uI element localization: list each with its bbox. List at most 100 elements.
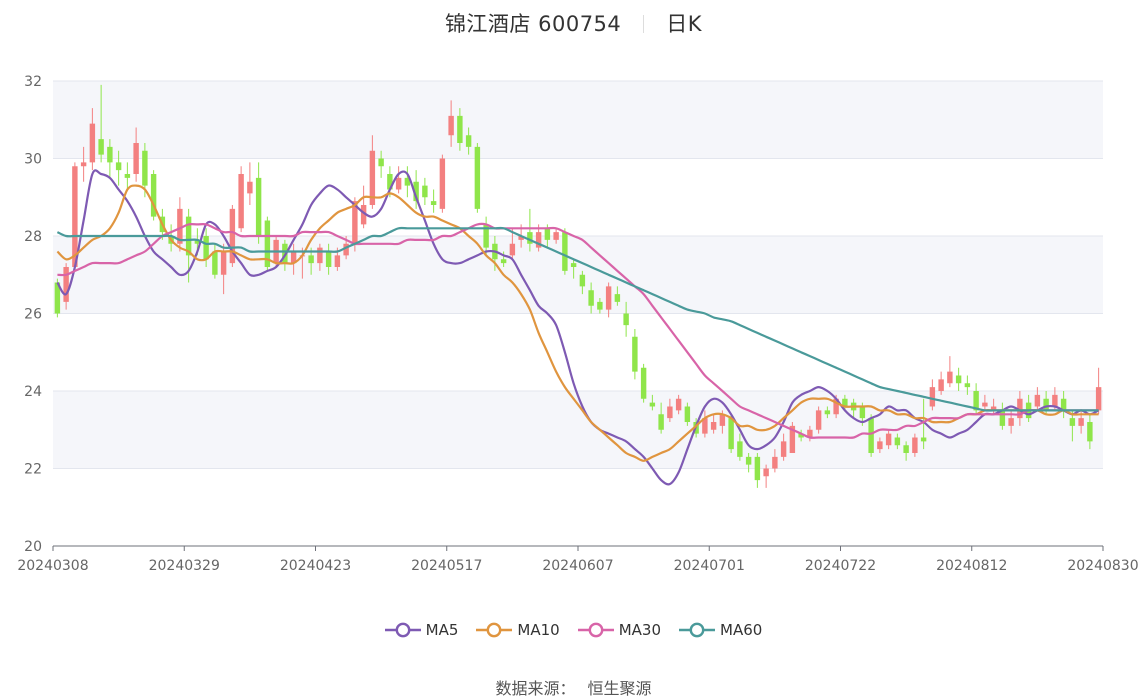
candle-body — [124, 174, 131, 178]
candle-body — [474, 146, 481, 209]
grid-band — [53, 236, 1103, 314]
candle-body — [238, 174, 244, 229]
candle-body — [667, 406, 673, 419]
candle-body — [1060, 398, 1067, 411]
candle-body — [964, 383, 971, 388]
candle-body — [535, 232, 542, 248]
candle-body — [264, 220, 271, 267]
candle-body — [632, 336, 638, 372]
candle-body — [483, 224, 489, 248]
candle-body — [325, 251, 332, 267]
period-label[interactable]: 日K — [666, 12, 703, 36]
line-ma30 — [57, 222, 1099, 439]
candle-body — [343, 243, 349, 256]
candle-body — [894, 437, 901, 446]
candle-body — [150, 174, 157, 217]
candle-body — [990, 406, 997, 411]
legend-label: MA60 — [720, 621, 763, 639]
legend-marker-icon — [577, 622, 614, 638]
x-tick-label: 20240722 — [805, 558, 876, 574]
legend-marker-icon — [384, 622, 421, 638]
candle-body — [588, 290, 594, 306]
candle-body — [579, 274, 586, 287]
candle-body — [422, 185, 428, 198]
candle-body — [115, 162, 122, 171]
title-separator — [643, 15, 645, 33]
candle-body — [903, 445, 909, 453]
candle-body — [947, 371, 953, 384]
candle-body — [929, 387, 936, 407]
candle-body — [133, 143, 139, 174]
candle-body — [518, 236, 524, 240]
candle-body — [142, 150, 148, 186]
legend-item-ma10[interactable]: MA10 — [476, 621, 560, 639]
x-tick-label: 20240423 — [280, 558, 351, 574]
line-ma10 — [56, 184, 1099, 462]
candle-body — [255, 177, 262, 236]
x-tick-label: 20240517 — [411, 558, 482, 574]
chart-title: 锦江酒店 600754 日K — [0, 8, 1147, 38]
candle-body — [457, 115, 463, 143]
candle-body — [710, 422, 717, 430]
legend-marker-icon — [679, 622, 716, 638]
candle-body — [290, 251, 297, 264]
chart-bands — [53, 81, 1103, 469]
candle-body — [807, 429, 813, 438]
candle-body — [544, 228, 551, 240]
grid-band — [53, 81, 1103, 159]
legend-item-ma30[interactable]: MA30 — [577, 621, 662, 639]
candle-body — [1087, 422, 1093, 442]
candle-body — [614, 294, 621, 302]
x-tick-label: 20240812 — [936, 558, 1007, 574]
line-ma60 — [56, 226, 1099, 412]
candle-body — [877, 441, 883, 450]
candle-body — [63, 267, 69, 302]
candle-body — [1034, 394, 1041, 407]
candle-body — [702, 418, 708, 434]
candle-body — [395, 177, 402, 190]
candle-body — [955, 375, 962, 384]
ma-lines — [56, 169, 1100, 486]
candle-body — [982, 402, 988, 407]
candle-body — [72, 166, 78, 267]
candle-body — [378, 158, 384, 167]
legend-item-ma5[interactable]: MA5 — [384, 621, 458, 639]
candle-body — [920, 437, 927, 442]
candle-body — [1043, 398, 1049, 411]
data-source: 数据来源： 恒生聚源 — [0, 675, 1147, 699]
candle-body — [404, 177, 411, 186]
candle-body — [623, 313, 629, 326]
candle-body — [649, 402, 656, 407]
candle-body — [352, 201, 358, 244]
candle-body — [815, 410, 822, 430]
candle-body — [824, 410, 831, 415]
y-tick-label: 30 — [24, 152, 42, 168]
candle-body — [1069, 418, 1076, 426]
candle-body — [938, 379, 944, 391]
candle-body — [597, 301, 603, 310]
candle-body — [754, 456, 761, 481]
candle-body — [719, 414, 726, 426]
legend-marker-icon — [476, 622, 513, 638]
candle-body — [868, 418, 874, 453]
candle-body — [334, 255, 341, 267]
x-tick-label: 20240607 — [542, 558, 613, 574]
candle-body — [194, 239, 201, 244]
source-name: 恒生聚源 — [587, 679, 652, 698]
candle-body — [780, 441, 787, 457]
y-tick-label: 24 — [24, 384, 42, 400]
candle-body — [885, 433, 892, 446]
candle-body — [203, 236, 209, 260]
candle-body — [798, 433, 804, 438]
source-label: 数据来源： — [495, 679, 576, 698]
candle-body — [247, 181, 253, 194]
legend-label: MA30 — [618, 621, 662, 639]
legend-item-ma60[interactable]: MA60 — [679, 621, 762, 639]
x-tick-label: 20240308 — [17, 558, 88, 574]
candle-body — [317, 247, 323, 264]
y-tick-label: 28 — [24, 229, 42, 245]
candle-body — [973, 391, 979, 411]
candle-body — [387, 174, 393, 190]
candle-body — [308, 255, 314, 264]
